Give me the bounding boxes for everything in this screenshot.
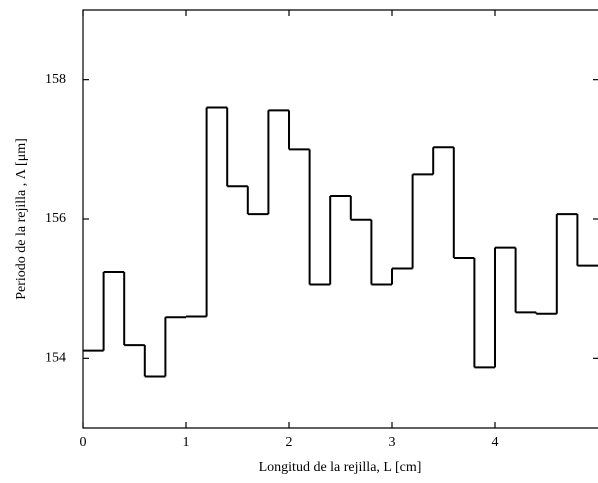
x-tick-label: 1	[183, 435, 190, 450]
y-tick-label: 158	[45, 72, 66, 87]
y-axis-label: Periodo de la rejilla , Λ [μm]	[14, 138, 29, 300]
x-axis-label: Longitud de la rejilla, L [cm]	[259, 460, 422, 475]
x-tick-label: 4	[492, 435, 499, 450]
y-tick-label: 156	[45, 211, 66, 226]
x-tick-label: 0	[80, 435, 87, 450]
y-tick-label: 154	[45, 351, 66, 366]
x-tick-label: 3	[389, 435, 396, 450]
x-tick-label: 2	[286, 435, 293, 450]
axes-frame	[82, 9, 598, 429]
